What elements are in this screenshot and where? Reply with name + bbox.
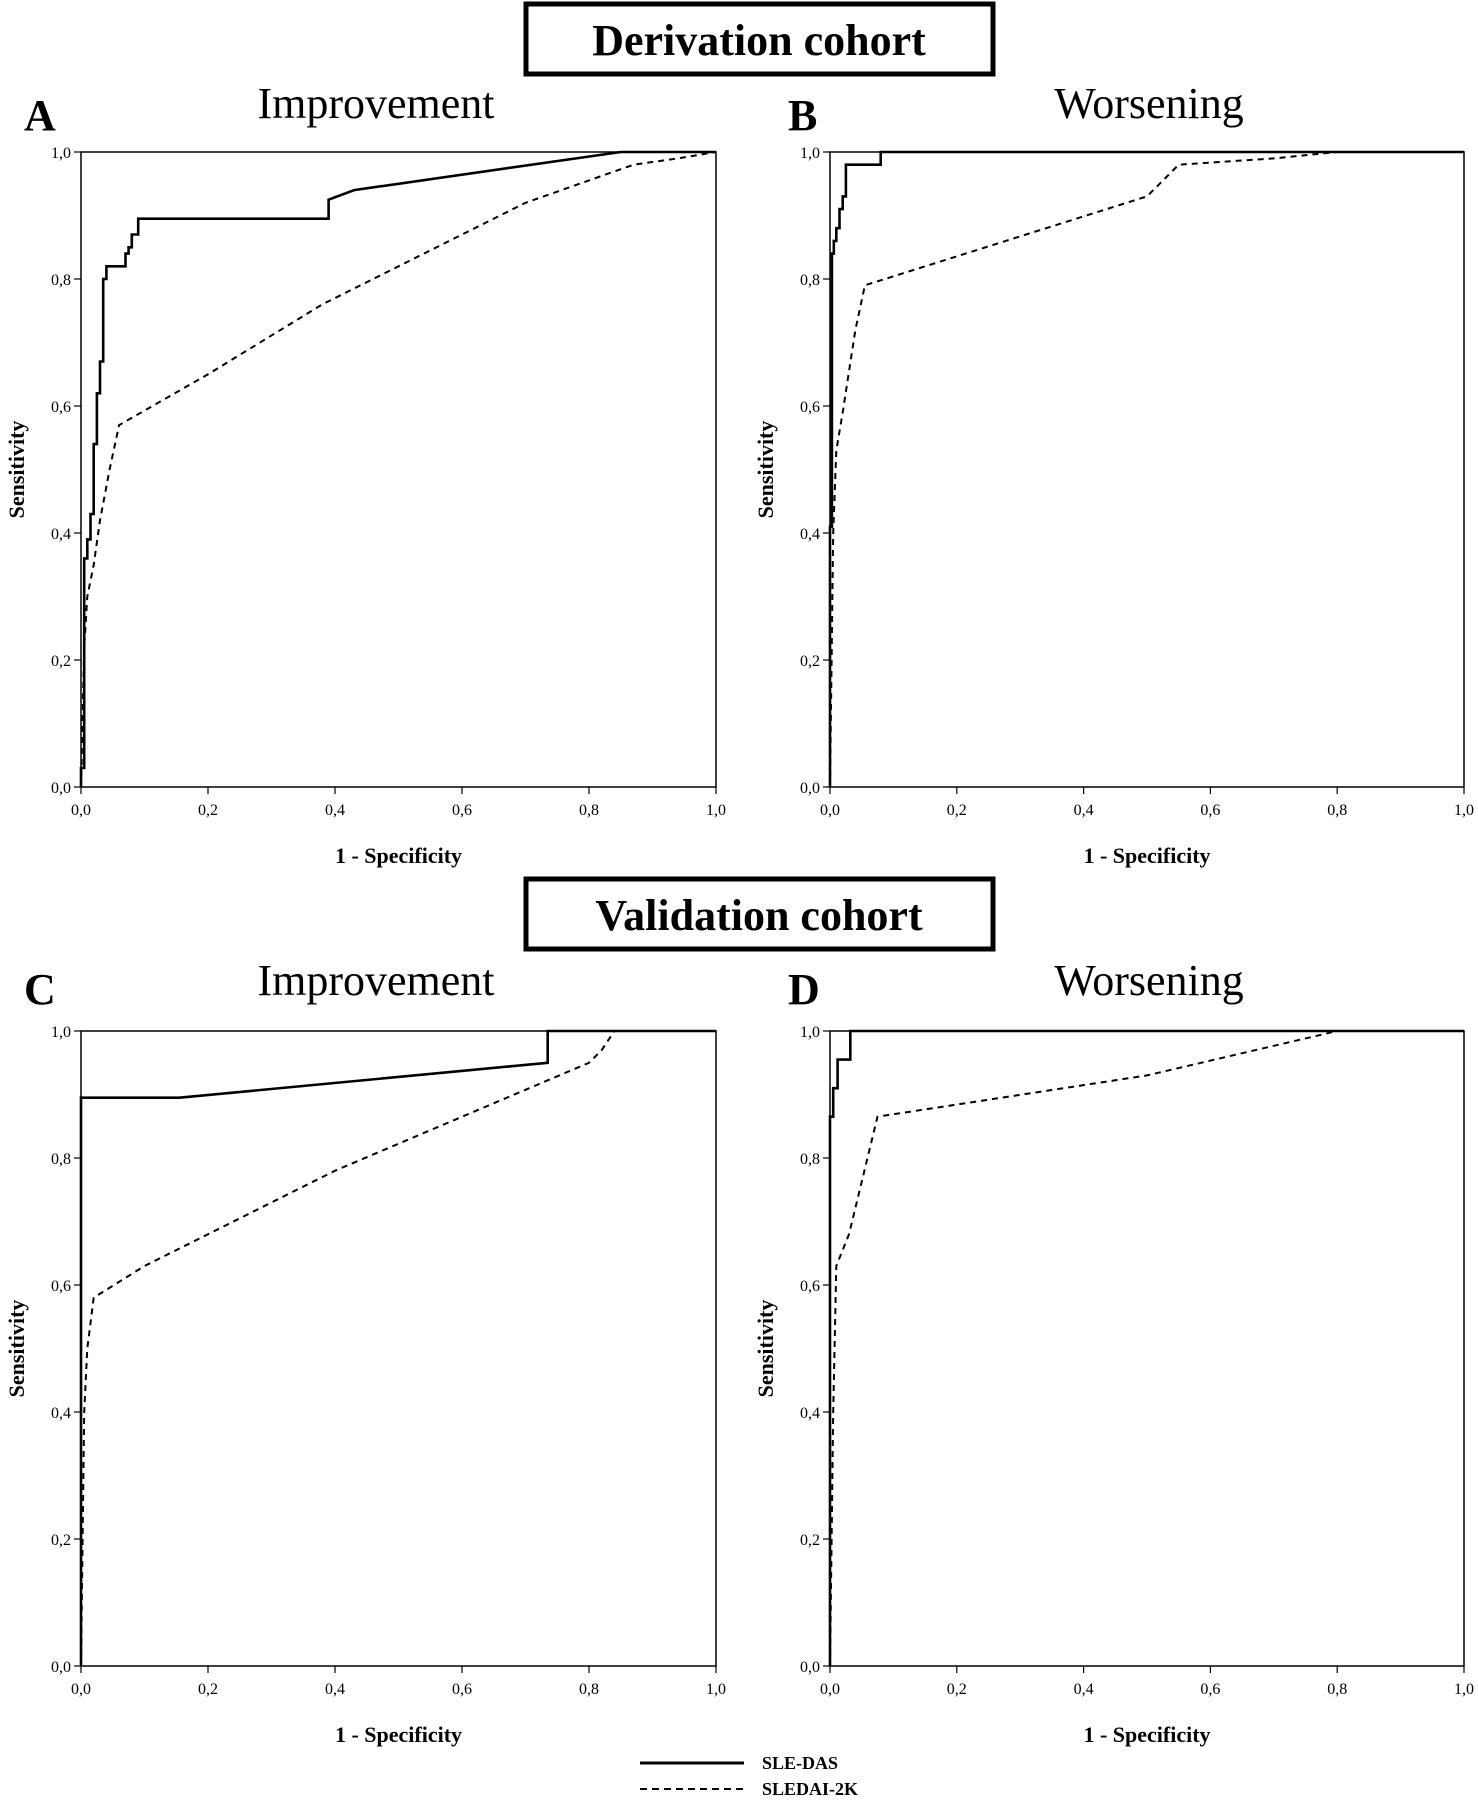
y-tick-label: 0,6 (51, 399, 71, 416)
y-tick-label: 0,0 (800, 780, 820, 797)
panel-title: Worsening (1054, 79, 1244, 128)
sledai-2k-curve (80, 1030, 716, 1667)
legend: SLE-DAS SLEDAI-2K (640, 1753, 858, 1799)
panel-letter: D (788, 965, 820, 1014)
x-tick-label: 0,8 (1327, 1681, 1347, 1698)
x-tick-label: 0,4 (325, 1681, 345, 1698)
sledai-2k-curve (80, 151, 717, 788)
panel-letter: C (24, 965, 56, 1014)
y-tick-label: 0,8 (51, 1151, 71, 1168)
x-tick-label: 0,0 (71, 802, 91, 819)
y-tick-label: 0,0 (800, 1659, 820, 1676)
sle-das-curve (828, 1029, 1464, 1666)
y-tick-label: 1,0 (51, 145, 71, 162)
panel-b: B Worsening 0,00,0 0,2 0,2 0,4 0,4 0,6 0,6 0,8 0… (753, 79, 1474, 868)
panel-title: Worsening (1054, 956, 1244, 1005)
x-tick-label: 0,4 (1074, 802, 1094, 819)
sle-das-curve (79, 1029, 716, 1666)
y-tick-label: 0,8 (800, 1151, 820, 1168)
plot-frame (829, 1030, 1465, 1667)
sle-das-curve (828, 150, 1464, 787)
derivation-cohort-title: Derivation cohort (592, 16, 926, 65)
x-tick-label: 0,6 (1200, 1681, 1220, 1698)
x-axis-label: 1 - Specificity (335, 843, 462, 868)
y-tick-label: 0,8 (51, 272, 71, 289)
y-tick-label: 0,0 (51, 1659, 71, 1676)
y-tick-label: 0,2 (51, 653, 71, 670)
x-tick-label: 0,8 (1327, 802, 1347, 819)
plot-frame (80, 151, 717, 788)
sledai-2k-curve (829, 1030, 1464, 1667)
x-tick-label: 0,0 (820, 802, 840, 819)
x-tick-label: 0,8 (579, 1681, 599, 1698)
x-tick-label: 0,8 (579, 802, 599, 819)
panel-letter: B (788, 91, 817, 140)
y-tick-label: 0,4 (51, 526, 71, 543)
y-tick-label: 1,0 (800, 145, 820, 162)
x-tick-label: 0,4 (325, 802, 345, 819)
x-tick-label: 0,0 (820, 1681, 840, 1698)
plot-frame (829, 151, 1465, 788)
x-tick-label: 1,0 (706, 802, 726, 819)
y-tick-label: 0,8 (800, 272, 820, 289)
y-tick-label: 1,0 (51, 1024, 71, 1041)
y-axis-label: Sensitivity (4, 1300, 29, 1398)
y-tick-label: 0,2 (800, 1532, 820, 1549)
x-axis-label: 1 - Specificity (335, 1722, 462, 1747)
x-tick-label: 0,2 (198, 1681, 218, 1698)
x-tick-label: 1,0 (1454, 1681, 1474, 1698)
y-tick-label: 0,6 (800, 399, 820, 416)
validation-cohort-header: Validation cohort (523, 876, 996, 952)
validation-cohort-box (523, 876, 996, 952)
y-tick-label: 0,0 (51, 780, 71, 797)
panel-a: A Improvement 0,00,0 0,2 0,2 0,4 0,4 0,6 0,6 0,… (4, 79, 726, 868)
x-tick-label: 0,2 (947, 802, 967, 819)
derivation-cohort-header: Derivation cohort (523, 1, 996, 77)
x-tick-label: 0,6 (452, 802, 472, 819)
y-tick-label: 0,2 (51, 1532, 71, 1549)
plot-frame (80, 1030, 717, 1667)
panel-c: C Improvement 0,00,0 0,2 0,2 0,4 0,4 0,6 0,6 0,… (4, 956, 726, 1747)
legend-label-sledai-2k: SLEDAI-2K (762, 1779, 858, 1799)
x-tick-label: 0,0 (71, 1681, 91, 1698)
legend-label-sle-das: SLE-DAS (762, 1753, 838, 1773)
x-tick-label: 1,0 (1454, 802, 1474, 819)
x-tick-label: 1,0 (706, 1681, 726, 1698)
panel-letter: A (24, 91, 56, 140)
panel-title: Improvement (257, 79, 494, 128)
y-axis-label: Sensitivity (753, 1300, 778, 1398)
derivation-cohort-box (523, 1, 996, 77)
sle-das-curve (79, 150, 716, 787)
x-axis-label: 1 - Specificity (1083, 843, 1210, 868)
x-tick-label: 0,2 (947, 1681, 967, 1698)
x-tick-label: 0,6 (1200, 802, 1220, 819)
validation-cohort-title: Validation cohort (595, 891, 923, 940)
y-axis-label: Sensitivity (4, 421, 29, 519)
y-tick-label: 0,6 (51, 1278, 71, 1295)
y-tick-label: 0,6 (800, 1278, 820, 1295)
y-tick-label: 1,0 (800, 1024, 820, 1041)
y-tick-label: 0,4 (51, 1405, 71, 1422)
y-tick-label: 0,2 (800, 653, 820, 670)
panel-d: D Worsening 0,00,0 0,2 0,2 0,4 0,4 0,6 0,6 0,8 0… (753, 956, 1474, 1747)
panel-title: Improvement (257, 956, 494, 1005)
y-tick-label: 0,4 (800, 1405, 820, 1422)
x-tick-label: 0,2 (198, 802, 218, 819)
x-tick-label: 0,6 (452, 1681, 472, 1698)
y-tick-label: 0,4 (800, 526, 820, 543)
x-axis-label: 1 - Specificity (1083, 1722, 1210, 1747)
y-axis-label: Sensitivity (753, 421, 778, 519)
sledai-2k-curve (829, 151, 1464, 788)
x-tick-label: 0,4 (1074, 1681, 1094, 1698)
